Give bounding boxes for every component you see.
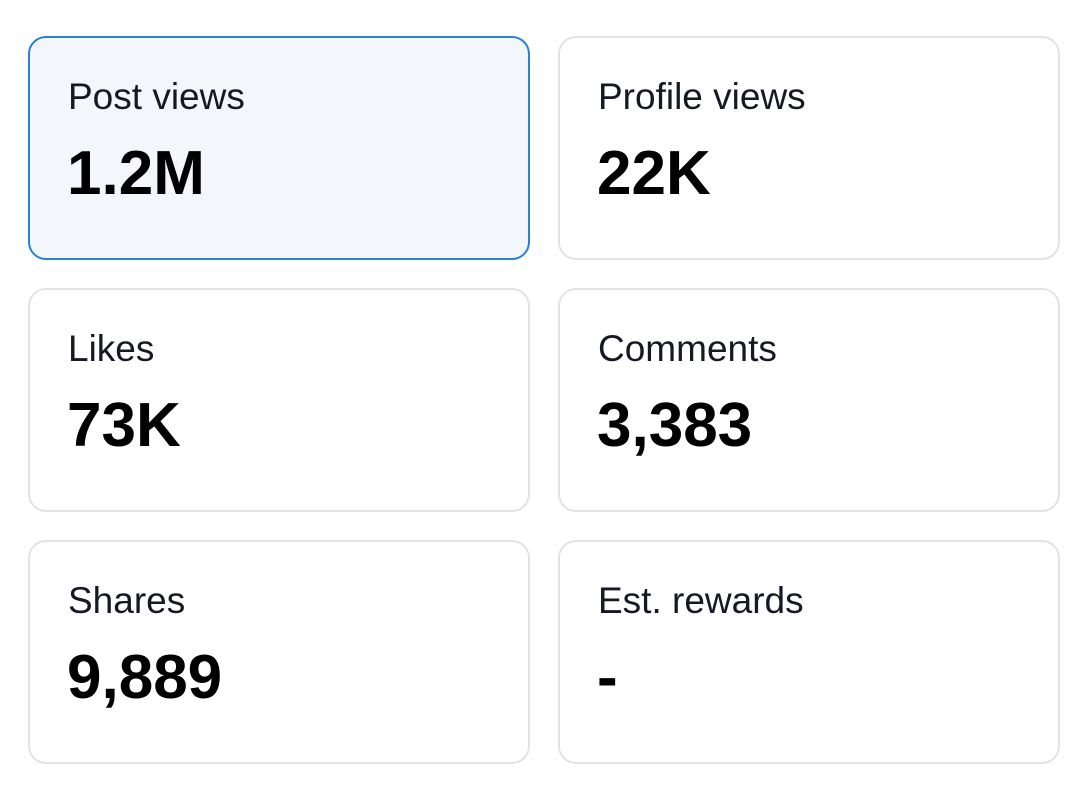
metric-label: Profile views <box>598 76 806 117</box>
metric-value: 73K <box>67 391 181 460</box>
metric-card[interactable]: Post views 1.2M <box>28 36 530 260</box>
metric-value: 1.2M <box>67 139 205 208</box>
metric-card[interactable]: Profile views 22K <box>558 36 1060 260</box>
metric-label: Comments <box>598 328 777 369</box>
metric-label: Shares <box>68 580 186 621</box>
metric-value: - <box>597 643 618 712</box>
metric-value: 3,383 <box>597 391 753 460</box>
metric-value: 22K <box>597 139 711 208</box>
metric-value: 9,889 <box>67 643 223 712</box>
metric-label: Est. rewards <box>598 580 804 621</box>
metric-card[interactable]: Est. rewards - <box>558 540 1060 764</box>
metric-card[interactable]: Likes 73K <box>28 288 530 512</box>
metric-label: Likes <box>68 328 155 369</box>
metric-card[interactable]: Comments 3,383 <box>558 288 1060 512</box>
metric-label: Post views <box>68 76 245 117</box>
metric-card[interactable]: Shares 9,889 <box>28 540 530 764</box>
